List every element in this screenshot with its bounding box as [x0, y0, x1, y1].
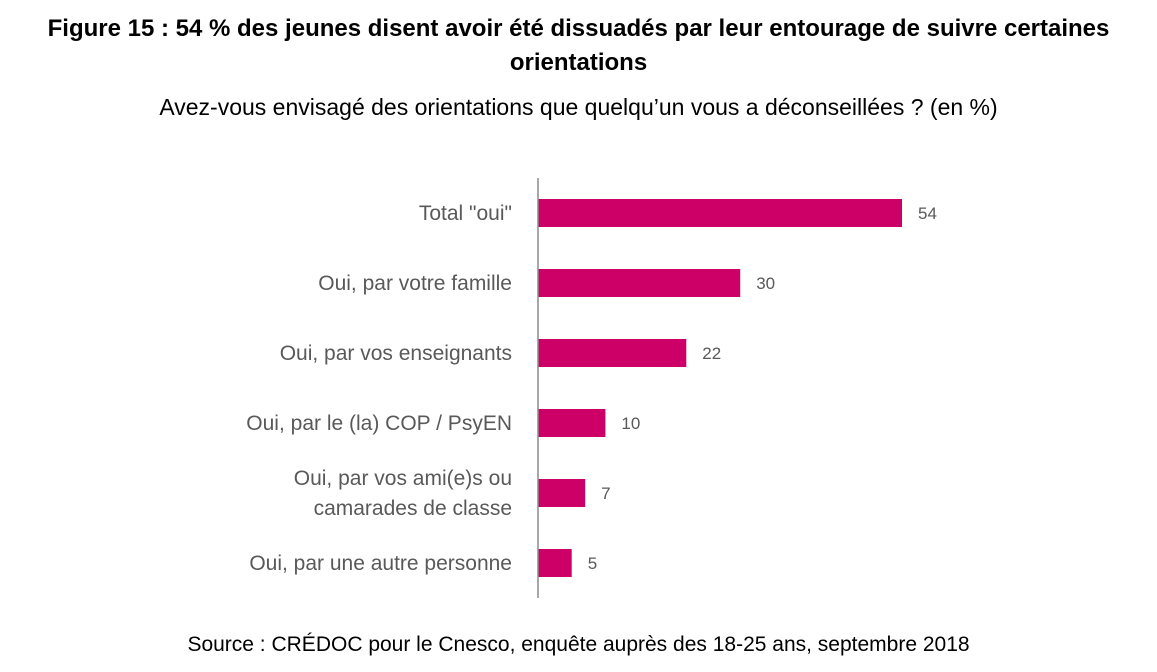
- value-label-0: 54: [918, 204, 937, 223]
- category-label-3: Oui, par le (la) COP / PsyEN: [246, 412, 512, 435]
- source-note: Source : CRÉDOC pour le Cnesco, enquête …: [187, 633, 970, 656]
- category-label-line: Oui, par votre famille: [318, 272, 512, 295]
- bar-5: [538, 549, 572, 577]
- category-label-line: Oui, par le (la) COP / PsyEN: [246, 412, 512, 435]
- bar-2: [538, 339, 687, 367]
- value-label-4: 7: [601, 484, 610, 503]
- category-label-4: Oui, par vos ami(e)s ou camarades de clas…: [294, 467, 512, 520]
- category-label-line: Oui, par vos ami(e)s ou: [294, 467, 512, 490]
- chart-subtitle: Avez-vous envisagé des orientations que …: [159, 94, 998, 120]
- bar-3: [538, 409, 606, 437]
- value-label-2: 22: [702, 344, 721, 363]
- category-label-line: Oui, par vos enseignants: [280, 342, 512, 365]
- bar-0: [538, 199, 902, 227]
- chart-title: Figure 15 : 54 % des jeunes disent avoir…: [47, 15, 1110, 76]
- category-label-0: Total "oui": [419, 202, 512, 225]
- value-label-5: 5: [588, 554, 597, 573]
- category-label-2: Oui, par vos enseignants: [280, 342, 512, 365]
- category-label-1: Oui, par votre famille: [318, 272, 512, 295]
- bar-4: [538, 479, 586, 507]
- value-label-3: 10: [621, 414, 640, 433]
- category-label-line: camarades de classe: [314, 497, 512, 520]
- category-label-5: Oui, par une autre personne: [249, 552, 512, 575]
- category-label-line: Oui, par une autre personne: [249, 552, 512, 575]
- category-label-line: Total "oui": [419, 202, 512, 225]
- value-label-1: 30: [756, 274, 775, 293]
- bar-1: [538, 269, 741, 297]
